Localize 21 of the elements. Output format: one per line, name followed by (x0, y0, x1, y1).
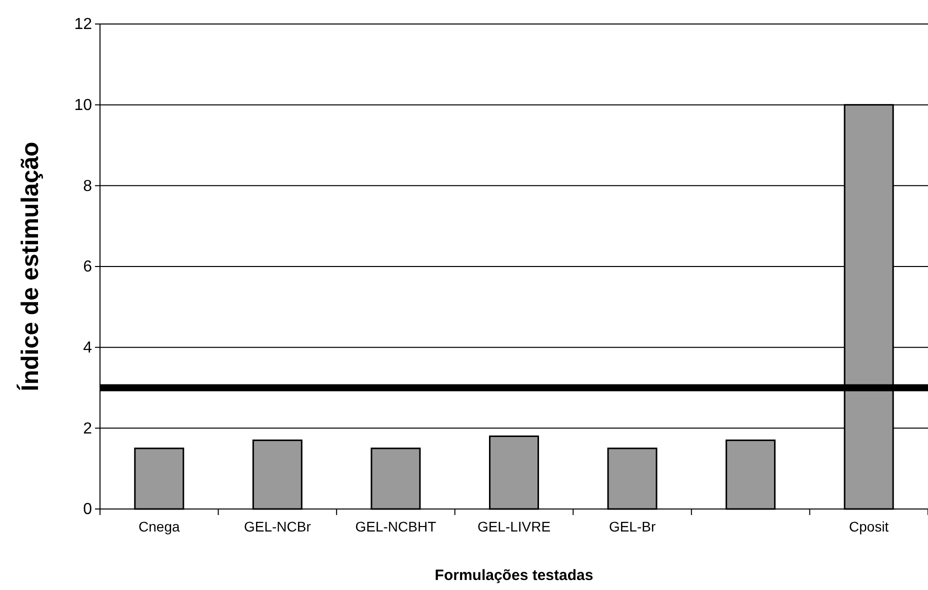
x-tick-label: GEL-LIVRE (477, 518, 551, 535)
y-tick-label: 8 (83, 178, 92, 195)
bar (252, 440, 302, 510)
y-tick-label: 10 (74, 96, 92, 114)
y-axis-title: Índice de estimulação (16, 142, 44, 392)
y-tick-label: 12 (74, 16, 92, 34)
y-tick-label: 0 (83, 501, 92, 518)
x-tick-label: GEL-NCBHT (355, 518, 437, 535)
y-tick-label: 6 (83, 258, 92, 276)
x-axis-title: Formulações testadas (434, 567, 594, 584)
bar (134, 448, 184, 510)
x-tick-label: GEL-Br (608, 518, 656, 535)
bar (370, 448, 421, 510)
bar (607, 448, 658, 510)
x-tick-label: GEL-NCBr (244, 518, 312, 535)
x-tick-label: Cposit (849, 518, 889, 535)
bar (489, 436, 539, 510)
x-tick-label: Cnega (138, 518, 180, 535)
y-tick-label: 2 (83, 420, 92, 438)
y-tick-label: 4 (83, 339, 92, 356)
bar (726, 440, 776, 510)
